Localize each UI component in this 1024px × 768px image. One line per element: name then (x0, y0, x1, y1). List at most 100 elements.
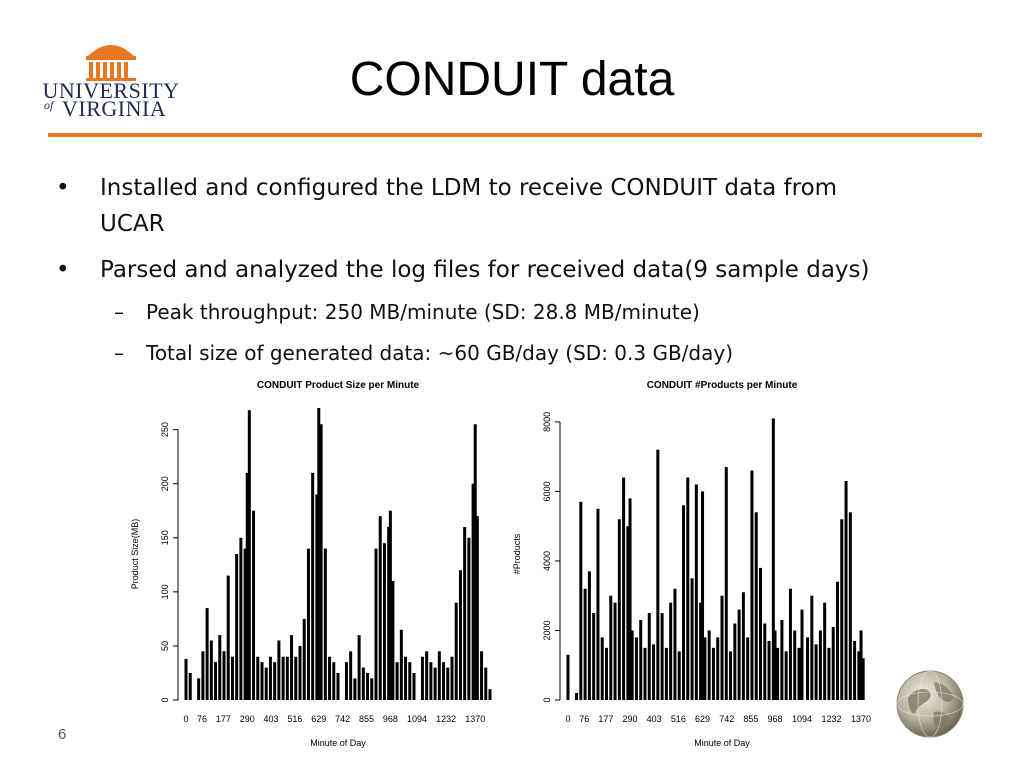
bar (634, 637, 638, 700)
bar (806, 637, 810, 700)
x-tick-label: 1094 (407, 714, 427, 724)
bar (626, 526, 630, 700)
y-axis-label: #Products (512, 533, 522, 574)
bar (592, 613, 596, 700)
bar (780, 620, 784, 700)
x-tick-label: 629 (311, 714, 326, 724)
bar (344, 662, 348, 700)
bar (256, 656, 260, 700)
bar (433, 667, 437, 700)
bar (323, 548, 327, 700)
bar (622, 477, 626, 700)
x-tick-label: 290 (623, 714, 638, 724)
bar (488, 689, 492, 700)
logo-text-of: of (44, 98, 54, 112)
y-tick-label: 8000 (542, 412, 552, 432)
bar (737, 609, 741, 700)
x-tick-label: 76 (579, 714, 589, 724)
bar (686, 477, 690, 700)
bar (773, 630, 777, 700)
bullet-2-text: Parsed and analyzed the log files for re… (100, 257, 870, 283)
sub-bullet-1-text: Peak throughput: 250 MB/minute (SD: 28.8… (146, 300, 700, 324)
bar (605, 647, 608, 700)
y-tick-label: 150 (160, 530, 170, 545)
chart-product-size: CONDUIT Product Size per Minute 0 50 100 150… (130, 380, 492, 748)
bar (724, 467, 728, 700)
bar (844, 481, 848, 700)
bar (395, 662, 399, 700)
bar (690, 578, 694, 700)
x-tick-label: 516 (287, 714, 302, 724)
bar (437, 651, 441, 700)
bar (703, 637, 707, 700)
bar (268, 656, 272, 700)
x-tick-label: 177 (598, 714, 613, 724)
bar (613, 602, 617, 700)
bar (596, 508, 600, 700)
bar (442, 662, 446, 700)
bar (699, 602, 703, 700)
x-tick-label: 855 (743, 714, 758, 724)
x-tick-label: 76 (197, 714, 207, 724)
bar (628, 498, 632, 700)
bar (617, 519, 621, 700)
bar (831, 627, 835, 700)
bar (247, 410, 251, 700)
bar (741, 592, 745, 700)
x-tick-label: 629 (695, 714, 710, 724)
x-tick-label: 1370 (465, 714, 485, 724)
bar (230, 656, 234, 700)
university-logo (86, 45, 136, 81)
bar (473, 424, 477, 700)
bar (252, 510, 256, 700)
dash-icon: – (114, 341, 124, 365)
page-number: 6 (58, 726, 67, 743)
x-tick-label: 0 (565, 714, 570, 724)
bar (388, 510, 392, 700)
x-tick-label: 1094 (792, 714, 812, 724)
bar (733, 623, 737, 700)
bar (361, 667, 365, 700)
bar (273, 662, 277, 700)
bar (188, 672, 192, 700)
y-tick-label: 6000 (542, 481, 552, 501)
bar (652, 644, 656, 700)
bar (784, 651, 788, 700)
bar (349, 651, 353, 700)
bar (814, 644, 818, 700)
bar (214, 662, 218, 700)
bar (682, 505, 685, 700)
bar (404, 656, 408, 700)
bar (480, 651, 484, 700)
bar (264, 667, 268, 700)
bar (823, 602, 827, 700)
bar (467, 537, 471, 700)
rotunda-icon (86, 45, 136, 81)
bar (315, 494, 319, 700)
bar (205, 608, 209, 700)
bullet-dot-icon: • (56, 175, 70, 201)
x-tick-label: 968 (768, 714, 783, 724)
bar (818, 630, 822, 700)
bar (446, 667, 450, 700)
bar (707, 630, 711, 700)
logo-text-virginia: VIRGINIA (62, 96, 167, 121)
bar (484, 667, 488, 700)
bar (750, 470, 754, 700)
bar (656, 449, 660, 700)
x-tick-label: 742 (335, 714, 350, 724)
bar (788, 588, 792, 700)
bar (475, 516, 479, 700)
bar (793, 630, 797, 700)
bar (319, 424, 323, 700)
bar (281, 656, 285, 700)
x-tick-label: 403 (647, 714, 662, 724)
bar (463, 526, 467, 700)
globe-icon (896, 670, 964, 738)
bar (857, 651, 861, 700)
bar (408, 662, 412, 700)
chart-title: CONDUIT #Products per Minute (647, 380, 798, 391)
bar (277, 640, 281, 700)
bar (239, 537, 243, 700)
bar (391, 581, 395, 700)
